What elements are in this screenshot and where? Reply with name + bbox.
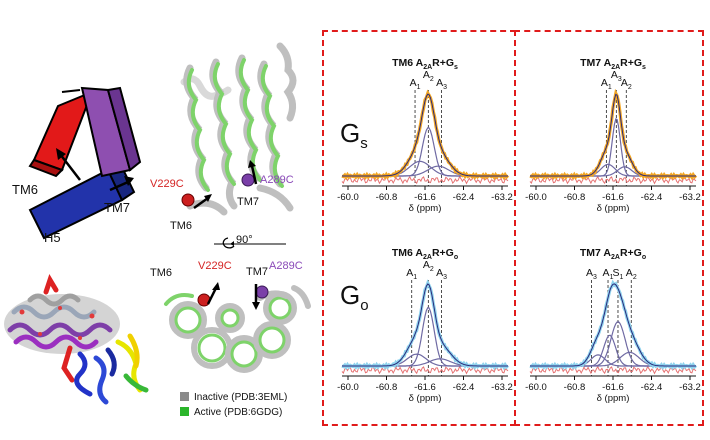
tick-label: -60.0 bbox=[525, 192, 547, 203]
x-axis-label: δ (ppm) bbox=[409, 393, 442, 404]
rotation-arrow-icon bbox=[214, 237, 286, 249]
tick-label: -61.6 bbox=[414, 382, 436, 393]
tick-label: -60.8 bbox=[376, 382, 398, 393]
legend-inactive: Inactive (PDB:3EML) bbox=[180, 390, 287, 405]
peak-label: A1 bbox=[601, 77, 612, 91]
fit-curve bbox=[342, 93, 508, 177]
tick-label: -60.0 bbox=[525, 382, 547, 393]
residual-curve bbox=[341, 175, 509, 185]
spectrum-curve bbox=[341, 279, 510, 371]
legend: Inactive (PDB:3EML) Active (PDB:6GDG) bbox=[180, 390, 287, 420]
fit-curve bbox=[530, 283, 696, 367]
cartoon-tm7-label: TM7 bbox=[104, 200, 130, 215]
peak-label: A3 bbox=[611, 69, 622, 83]
peak-label: A2 bbox=[626, 267, 637, 281]
fit-curve bbox=[530, 93, 696, 177]
cartoon-h5-label: H5 bbox=[44, 230, 61, 245]
rotation-label: 90° bbox=[236, 234, 253, 246]
complex-structure-image bbox=[4, 274, 149, 405]
peak-label: A2 bbox=[423, 69, 434, 83]
peak-label: S1 bbox=[613, 267, 624, 281]
legend-active-swatch bbox=[180, 407, 189, 416]
spectrum-panel-3: TM6 A2AR+Go A1 A2 A3 -60.0 -60.8 -61.6 -62.4 -63… bbox=[337, 247, 513, 404]
spectrum-panel-4: TM7 A2AR+Go A3 A1 S1 A2 -60.0 -60.8 -61.6 -62.4 -… bbox=[525, 247, 701, 404]
tick-label: -62.4 bbox=[641, 382, 663, 393]
top-tm6-label: TM6 bbox=[170, 220, 192, 232]
row-label-go: Go bbox=[340, 280, 369, 315]
x-axis-label: δ (ppm) bbox=[597, 393, 630, 404]
panel-box-tm7 bbox=[514, 30, 704, 426]
helix-cartoon bbox=[28, 86, 142, 240]
component-curve bbox=[342, 127, 508, 177]
legend-inactive-label: Inactive (PDB:3EML) bbox=[194, 392, 288, 403]
tick-label: -60.0 bbox=[337, 382, 359, 393]
peak-label: A3 bbox=[586, 267, 597, 281]
cartoon-tm6-label: TM6 bbox=[12, 182, 38, 197]
panel-title: TM6 A2AR+Go bbox=[392, 247, 458, 261]
receptor-top-view bbox=[164, 282, 311, 373]
component-curve bbox=[342, 307, 508, 367]
component-curve bbox=[530, 334, 696, 367]
legend-active: Active (PDB:6GDG) bbox=[180, 405, 287, 420]
receptor-side-view bbox=[180, 42, 297, 216]
panel-title: TM6 A2AR+Gs bbox=[392, 57, 458, 71]
tick-label: -63.2 bbox=[491, 382, 513, 393]
legend-active-label: Active (PDB:6GDG) bbox=[194, 407, 283, 418]
bottom-v229c-label: V229C bbox=[198, 260, 232, 272]
peak-label: A2 bbox=[621, 77, 632, 91]
tick-label: -61.6 bbox=[602, 192, 624, 203]
tick-label: -60.0 bbox=[337, 192, 359, 203]
residual-curve bbox=[529, 175, 697, 185]
row-label-gs: Gs bbox=[340, 118, 368, 153]
top-v229c-label: V229C bbox=[150, 178, 184, 190]
tick-label: -61.6 bbox=[414, 192, 436, 203]
peak-label: A1 bbox=[406, 267, 417, 281]
top-tm7-label: TM7 bbox=[237, 196, 259, 208]
tick-label: -63.2 bbox=[679, 192, 701, 203]
tick-label: -63.2 bbox=[491, 192, 513, 203]
tick-label: -60.8 bbox=[564, 192, 586, 203]
panel-title: TM7 A2AR+Gs bbox=[580, 57, 646, 71]
panel-title: TM7 A2AR+Go bbox=[580, 247, 646, 261]
fit-curve bbox=[342, 283, 508, 367]
bottom-tm6-label: TM6 bbox=[150, 267, 172, 279]
x-axis-label: δ (ppm) bbox=[597, 203, 630, 214]
tick-label: -63.2 bbox=[679, 382, 701, 393]
bottom-tm7-label: TM7 bbox=[246, 266, 268, 278]
x-axis-label: δ (ppm) bbox=[409, 203, 442, 214]
peak-label: A2 bbox=[423, 259, 434, 273]
residual-curve bbox=[341, 365, 509, 375]
bottom-a289c-label: A289C bbox=[269, 260, 303, 272]
legend-inactive-swatch bbox=[180, 392, 189, 401]
residual-curve bbox=[529, 365, 697, 375]
tick-label: -62.4 bbox=[453, 382, 475, 393]
tick-label: -62.4 bbox=[641, 192, 663, 203]
peak-label: A3 bbox=[436, 77, 447, 91]
tick-label: -61.6 bbox=[602, 382, 624, 393]
tick-label: -60.8 bbox=[564, 382, 586, 393]
tick-label: -60.8 bbox=[376, 192, 398, 203]
tick-label: -62.4 bbox=[453, 192, 475, 203]
spectrum-curve bbox=[529, 279, 698, 371]
peak-label: A3 bbox=[436, 267, 447, 281]
peak-label: A1 bbox=[603, 267, 614, 281]
top-a289c-label: A289C bbox=[260, 174, 294, 186]
component-curve bbox=[530, 321, 696, 367]
peak-label: A1 bbox=[410, 77, 421, 91]
